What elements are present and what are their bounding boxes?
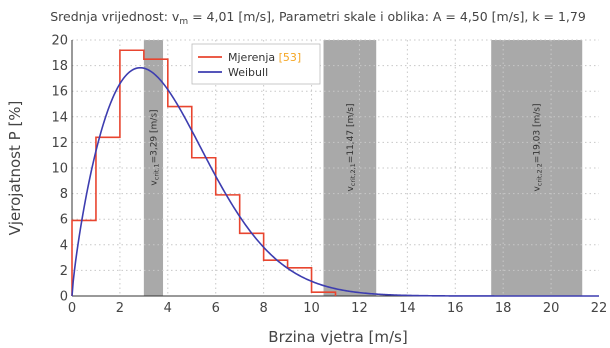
x-axis-title: Brzina vjetra [m/s]	[268, 328, 407, 346]
y-axis-title: Vjerojatnost P [%]	[6, 101, 24, 236]
band-label-symbol: v	[533, 186, 543, 192]
title-prefix: Srednja vrijednost: v	[50, 9, 180, 24]
band-label-subscript: crit,1	[152, 163, 160, 180]
x-tick-label: 0	[68, 301, 76, 316]
y-tick-label: 2	[60, 264, 68, 279]
y-tick-label: 0	[60, 290, 68, 305]
series-mjerenja-step-line	[71, 49, 337, 296]
critical-band-label-1: vcrit,1=3,29 [m/s]	[149, 109, 160, 185]
x-tick-label: 20	[543, 301, 560, 316]
y-tick-label: 18	[51, 59, 68, 74]
band-label-value: =3,29 [m/s]	[149, 109, 159, 163]
x-tick-label: 16	[447, 301, 464, 316]
x-tick-label: 18	[495, 301, 512, 316]
x-tick-label: 2	[116, 301, 124, 316]
legend-label-2: Weibull	[228, 66, 268, 79]
y-tick-label: 8	[60, 187, 68, 202]
y-tick-label: 16	[51, 85, 68, 100]
y-tick-label: 20	[51, 34, 68, 49]
legend-box	[191, 43, 321, 85]
tick-labels: 0 2 4 6 8 10 12 14 16 18 20 22 0 2 4 6 8 10 12 14 16 18 20	[51, 34, 607, 317]
x-tick-label: 22	[591, 301, 608, 316]
legend-label-name: Weibull	[228, 66, 268, 79]
band-label-subscript: crit,2,2	[536, 163, 544, 186]
critical-band-label-3: vcrit,2,2=19,03 [m/s]	[533, 104, 544, 192]
legend-label-1: Mjerenja [53]	[228, 51, 301, 64]
band-label-symbol: v	[149, 180, 159, 186]
title-rest: = 4,01 [m/s], Parametri skale i oblika: …	[188, 9, 586, 24]
band-label-value: =19,03 [m/s]	[533, 104, 543, 164]
y-tick-label: 12	[51, 136, 68, 151]
critical-band-2	[323, 40, 377, 296]
x-tick-label: 14	[399, 301, 416, 316]
title-subscript: m	[179, 17, 188, 27]
y-tick-label: 14	[51, 110, 68, 125]
data-series	[71, 49, 599, 297]
chart-title: Srednja vrijednost: vm = 4,01 [m/s], Par…	[50, 9, 586, 27]
legend: Mjerenja [53] Weibull	[191, 43, 321, 85]
x-tick-label: 10	[303, 301, 320, 316]
series-weibull-line	[71, 66, 599, 297]
critical-band-label-2: vcrit,2,1=11,47 [m/s]	[346, 104, 357, 192]
legend-label-name: Mjerenja	[228, 51, 275, 64]
y-tick-label: 6	[60, 213, 68, 228]
band-label-subscript: crit,2,1	[349, 163, 357, 186]
band-label-symbol: v	[346, 186, 356, 192]
y-tick-label: 4	[60, 238, 68, 253]
x-tick-label: 8	[259, 301, 267, 316]
x-tick-label: 6	[212, 301, 220, 316]
x-tick-label: 12	[351, 301, 368, 316]
legend-label-suffix: [53]	[275, 51, 301, 64]
band-label-value: =11,47 [m/s]	[346, 104, 356, 164]
y-tick-label: 10	[51, 162, 68, 177]
x-tick-label: 4	[164, 301, 172, 316]
